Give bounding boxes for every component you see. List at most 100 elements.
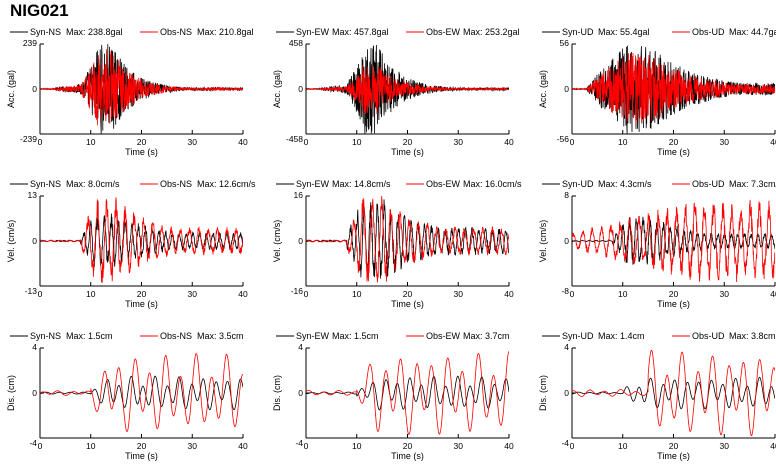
x-tick-label: 30 <box>454 137 464 147</box>
legend-obs-max: Max: 3.8cm <box>729 331 776 341</box>
x-tick-label: 20 <box>403 441 413 451</box>
legend-obs-max: Max: 44.7gal <box>729 27 776 37</box>
legend-obs-label: Obs-EW <box>426 331 461 341</box>
x-tick-label: 0 <box>570 137 575 147</box>
y-tick-label: 0 <box>564 388 569 398</box>
legend-obs-label: Obs-NS <box>160 179 192 189</box>
y-tick-label: 56 <box>560 38 570 48</box>
legend-syn-max: Max: 1.5cm <box>66 331 113 341</box>
x-tick-label: 0 <box>38 441 43 451</box>
x-tick-label: 20 <box>137 289 147 299</box>
x-tick-label: 30 <box>188 441 198 451</box>
x-tick-label: 10 <box>618 289 628 299</box>
y-axis-label: Dis. (cm) <box>538 375 548 411</box>
x-tick-label: 30 <box>720 289 730 299</box>
x-tick-label: 40 <box>504 289 514 299</box>
legend-obs-max: Max: 12.6cm/s <box>197 179 256 189</box>
legend-obs-max: Max: 253.2gal <box>463 27 520 37</box>
x-tick-label: 0 <box>38 289 43 299</box>
legend-obs-label: Obs-EW <box>426 179 461 189</box>
y-axis-label: Vel. (cm/s) <box>6 220 16 263</box>
y-tick-label: 4 <box>298 342 303 352</box>
x-tick-label: 0 <box>570 441 575 451</box>
y-axis-label: Acc. (gal) <box>6 70 16 108</box>
x-tick-label: 10 <box>352 137 362 147</box>
legend-obs-max: Max: 3.5cm <box>197 331 244 341</box>
legend-obs-label: Obs-EW <box>426 27 461 37</box>
station-title: NIG021 <box>10 1 69 20</box>
y-tick-label: 8 <box>564 190 569 200</box>
x-tick-label: 40 <box>238 441 248 451</box>
legend-obs-max: Max: 16.0cm/s <box>463 179 522 189</box>
x-tick-label: 30 <box>720 137 730 147</box>
x-tick-label: 40 <box>770 289 776 299</box>
x-tick-label: 40 <box>504 137 514 147</box>
x-axis-label: Time (s) <box>391 451 424 461</box>
x-axis-label: Time (s) <box>391 147 424 157</box>
x-tick-label: 40 <box>770 137 776 147</box>
y-tick-label: -4 <box>295 438 303 448</box>
legend-syn-label: Syn-NS <box>30 331 61 341</box>
x-tick-label: 20 <box>137 441 147 451</box>
x-axis-label: Time (s) <box>125 299 158 309</box>
legend-syn-max: Max: 55.4gal <box>598 27 650 37</box>
syn-waveform <box>572 216 775 265</box>
legend-syn-label: Syn-EW <box>296 331 330 341</box>
x-axis-label: Time (s) <box>657 147 690 157</box>
x-axis-label: Time (s) <box>657 299 690 309</box>
y-tick-label: 16 <box>294 190 304 200</box>
x-tick-label: 0 <box>304 137 309 147</box>
x-tick-label: 10 <box>86 441 96 451</box>
y-tick-label: -56 <box>557 134 570 144</box>
syn-waveform <box>572 376 775 410</box>
y-tick-label: -458 <box>286 134 303 144</box>
obs-waveform <box>572 53 775 125</box>
legend-syn-label: Syn-NS <box>30 179 61 189</box>
legend-syn-label: Syn-UD <box>562 179 594 189</box>
panel-0-2: 560-56010203040Time (s)Acc. (gal)Syn-UDM… <box>538 27 776 157</box>
y-axis-label: Vel. (cm/s) <box>272 220 282 263</box>
y-axis-label: Dis. (cm) <box>272 375 282 411</box>
x-tick-label: 40 <box>238 289 248 299</box>
x-tick-label: 30 <box>188 137 198 147</box>
x-tick-label: 20 <box>403 289 413 299</box>
x-tick-label: 0 <box>304 289 309 299</box>
y-axis-label: Dis. (cm) <box>6 375 16 411</box>
legend-syn-max: Max: 4.3cm/s <box>598 179 652 189</box>
x-tick-label: 20 <box>137 137 147 147</box>
legend-obs-label: Obs-UD <box>692 179 725 189</box>
x-axis-label: Time (s) <box>391 299 424 309</box>
y-tick-label: -4 <box>561 438 569 448</box>
y-axis-label: Acc. (gal) <box>272 70 282 108</box>
x-tick-label: 0 <box>304 441 309 451</box>
legend-obs-label: Obs-NS <box>160 331 192 341</box>
obs-waveform <box>40 197 243 284</box>
x-tick-label: 20 <box>669 137 679 147</box>
x-axis-label: Time (s) <box>125 451 158 461</box>
y-tick-label: 0 <box>298 236 303 246</box>
legend-obs-max: Max: 7.3cm/s <box>729 179 776 189</box>
x-tick-label: 30 <box>720 441 730 451</box>
y-tick-label: 4 <box>564 342 569 352</box>
obs-waveform <box>306 65 509 114</box>
legend-obs-max: Max: 210.8gal <box>197 27 254 37</box>
obs-waveform <box>572 349 775 437</box>
y-tick-label: -239 <box>20 134 37 144</box>
y-tick-label: 0 <box>32 388 37 398</box>
x-tick-label: 10 <box>618 441 628 451</box>
legend-syn-max: Max: 238.8gal <box>66 27 123 37</box>
syn-waveform <box>306 375 509 411</box>
legend-obs-label: Obs-UD <box>692 331 725 341</box>
x-tick-label: 30 <box>454 441 464 451</box>
syn-waveform <box>40 375 243 411</box>
y-tick-label: 4 <box>32 342 37 352</box>
y-tick-label: -16 <box>291 286 304 296</box>
y-axis-label: Vel. (cm/s) <box>538 220 548 263</box>
obs-waveform <box>306 351 509 435</box>
y-tick-label: 0 <box>564 84 569 94</box>
